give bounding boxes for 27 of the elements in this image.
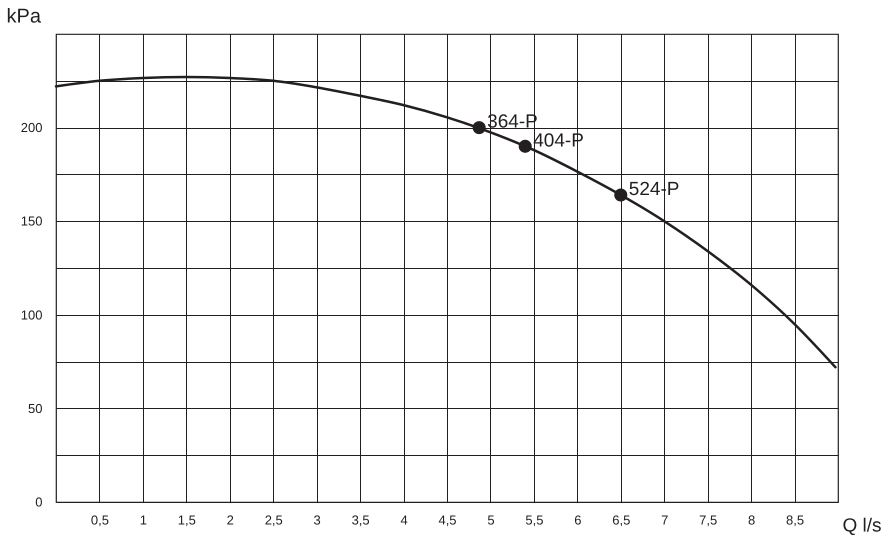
x-axis-title: Q l/s bbox=[842, 516, 882, 536]
x-tick-label: 8 bbox=[748, 512, 756, 528]
x-tick-label: 2 bbox=[226, 512, 234, 528]
point bbox=[518, 140, 532, 153]
x-tick-label: 7,5 bbox=[699, 512, 718, 528]
x-tick-label: 4 bbox=[400, 512, 408, 528]
x-tick-label: 0,5 bbox=[90, 512, 109, 528]
y-tick-label: 50 bbox=[28, 400, 42, 416]
x-tick-label: 3 bbox=[314, 512, 321, 528]
x-tick-label: 1,5 bbox=[178, 512, 196, 528]
x-tick-label: 5,5 bbox=[525, 512, 544, 528]
x-tick-label: 6 bbox=[574, 512, 582, 528]
point bbox=[614, 188, 628, 202]
x-tick-label: 5 bbox=[487, 512, 495, 528]
x-tick-label: 7 bbox=[661, 512, 668, 528]
x-tick-label: 6,5 bbox=[612, 512, 630, 528]
x-tick-label: 3,5 bbox=[352, 512, 370, 528]
y-tick-label: 100 bbox=[20, 307, 42, 322]
x-tick-label: 4,5 bbox=[438, 512, 457, 528]
x-tick-label: 2,5 bbox=[264, 512, 283, 528]
y-tick-label: 200 bbox=[20, 120, 42, 136]
y-tick-label: 0 bbox=[35, 494, 42, 510]
y-tick-label: 150 bbox=[20, 214, 42, 229]
x-tick-label: 8,5 bbox=[786, 512, 804, 528]
point bbox=[472, 121, 486, 134]
x-tick-label: 1 bbox=[140, 512, 148, 528]
y-axis-title: kPa bbox=[6, 6, 42, 28]
